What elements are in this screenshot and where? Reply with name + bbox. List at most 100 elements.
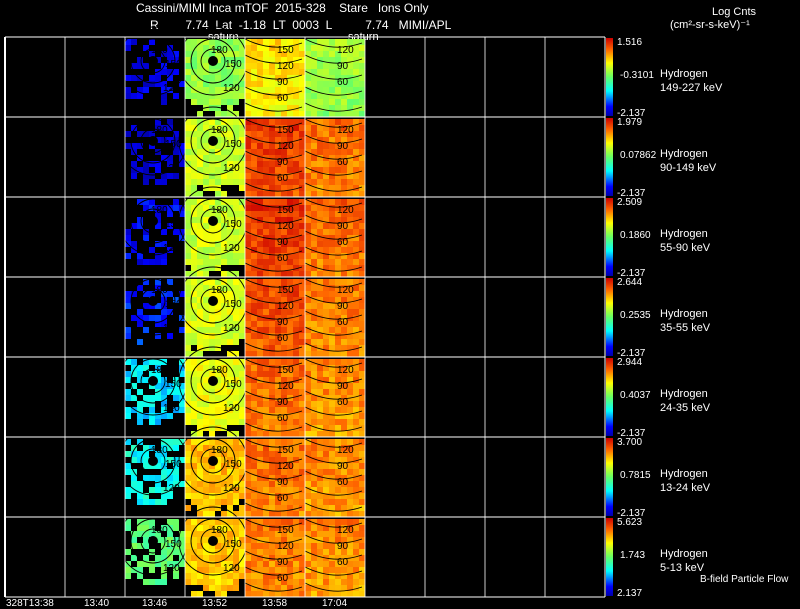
heatmap-cell <box>173 439 179 445</box>
heatmap-cell <box>167 531 173 537</box>
heatmap-cell <box>143 537 149 543</box>
heatmap-cell <box>287 229 293 235</box>
heatmap-cell <box>179 481 185 487</box>
heatmap-cell <box>359 481 365 487</box>
heatmap-cell <box>353 377 359 383</box>
heatmap-cell <box>335 425 341 431</box>
heatmap-cell <box>251 229 257 235</box>
heatmap-cell <box>137 531 143 537</box>
heatmap-cell <box>335 543 341 549</box>
heatmap-cell <box>173 205 179 211</box>
heatmap-cell <box>227 57 233 63</box>
heatmap-cell <box>269 285 275 291</box>
heatmap-cell <box>275 431 281 437</box>
heatmap-cell <box>161 579 167 585</box>
heatmap-cell <box>185 525 191 531</box>
heatmap-cell <box>197 549 203 555</box>
heatmap-cell <box>323 389 329 395</box>
heatmap-cell <box>299 81 305 87</box>
heatmap-cell <box>275 87 281 93</box>
heatmap-cell <box>161 451 167 457</box>
heatmap-cell <box>293 235 299 241</box>
heatmap-cell <box>203 279 209 285</box>
contour-line <box>304 518 363 528</box>
heatmap-cell <box>329 567 335 573</box>
heatmap-cell <box>209 143 215 149</box>
saturn-marker <box>208 376 218 386</box>
heatmap-cell <box>239 321 245 327</box>
heatmap-cell <box>329 199 335 205</box>
heatmap-cell <box>191 265 197 271</box>
heatmap-cell <box>251 481 257 487</box>
heatmap-cell <box>275 265 281 271</box>
heatmap-cell <box>263 131 269 137</box>
heatmap-cell <box>263 327 269 333</box>
heatmap-cell <box>287 125 293 131</box>
heatmap-cell <box>305 407 311 413</box>
heatmap-cell <box>257 143 263 149</box>
heatmap-cell <box>275 99 281 105</box>
heatmap-cell <box>275 561 281 567</box>
heatmap-cell <box>293 543 299 549</box>
species-label: Hydrogen <box>660 388 708 400</box>
heatmap-cell <box>257 217 263 223</box>
heatmap-cell <box>149 445 155 451</box>
heatmap-cell <box>317 315 323 321</box>
heatmap-cell <box>359 457 365 463</box>
heatmap-cell <box>263 487 269 493</box>
heatmap-cell <box>233 303 239 309</box>
heatmap-cell <box>305 487 311 493</box>
heatmap-cell <box>239 407 245 413</box>
heatmap-cell <box>317 51 323 57</box>
heatmap-cell <box>239 253 245 259</box>
contour-ring <box>140 288 166 314</box>
heatmap-cell <box>341 265 347 271</box>
heatmap-cell <box>221 537 227 543</box>
heatmap-cell <box>173 93 179 99</box>
heatmap-cell <box>167 561 173 567</box>
heatmap-cell <box>203 445 209 451</box>
heatmap-cell <box>305 143 311 149</box>
heatmap-cell <box>305 499 311 505</box>
heatmap-cell <box>251 131 257 137</box>
heatmap-cell <box>347 149 353 155</box>
heatmap-cell <box>185 463 191 469</box>
heatmap-cell <box>185 285 191 291</box>
heatmap-cell <box>245 591 251 597</box>
heatmap-cell <box>359 297 365 303</box>
heatmap-cell <box>149 531 155 537</box>
heatmap-cell <box>203 93 209 99</box>
heatmap-cell <box>161 259 167 265</box>
heatmap-cell <box>299 155 305 161</box>
heatmap-cell <box>323 99 329 105</box>
heatmap-cell <box>149 561 155 567</box>
heatmap-cell <box>341 253 347 259</box>
heatmap-cell <box>293 549 299 555</box>
heatmap-cell <box>335 573 341 579</box>
heatmap-cell <box>137 155 143 161</box>
heatmap-cell <box>317 217 323 223</box>
heatmap-cell <box>341 235 347 241</box>
contour-label: 120 <box>337 445 354 456</box>
heatmap-cell <box>275 63 281 69</box>
heatmap-cell <box>269 279 275 285</box>
heatmap-cell <box>305 105 311 111</box>
heatmap-cell <box>155 531 161 537</box>
heatmap-cell <box>275 137 281 143</box>
heatmap-cell <box>347 445 353 451</box>
heatmap-cell <box>239 279 245 285</box>
heatmap-cell <box>203 211 209 217</box>
heatmap-cell <box>311 253 317 259</box>
heatmap-cell <box>263 585 269 591</box>
heatmap-cell <box>305 537 311 543</box>
heatmap-cell <box>251 413 257 419</box>
heatmap-cell <box>359 407 365 413</box>
heatmap-cell <box>185 87 191 93</box>
heatmap-cell <box>173 407 179 413</box>
heatmap-cell <box>257 119 263 125</box>
heatmap-cell <box>263 179 269 185</box>
heatmap-cell <box>173 229 179 235</box>
heatmap-cell <box>251 51 257 57</box>
heatmap-cell <box>335 39 341 45</box>
